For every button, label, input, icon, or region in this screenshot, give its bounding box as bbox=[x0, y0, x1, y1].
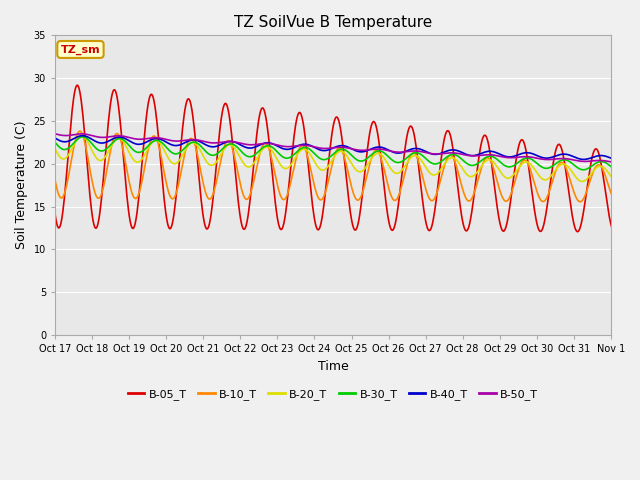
B-20_T bbox=[122, 142, 129, 148]
B-30_T bbox=[51, 140, 59, 145]
B-05_T bbox=[413, 155, 421, 161]
Line: B-05_T: B-05_T bbox=[55, 85, 640, 232]
B-30_T bbox=[230, 142, 238, 148]
B-40_T bbox=[260, 141, 268, 146]
B-30_T bbox=[447, 152, 454, 158]
B-20_T bbox=[413, 154, 421, 159]
B-50_T bbox=[230, 139, 237, 144]
B-10_T bbox=[447, 152, 454, 158]
B-50_T bbox=[51, 131, 59, 137]
B-40_T bbox=[78, 133, 86, 139]
B-50_T bbox=[446, 150, 454, 156]
B-10_T bbox=[230, 153, 238, 159]
B-05_T bbox=[230, 160, 238, 166]
B-10_T bbox=[413, 156, 421, 162]
B-40_T bbox=[51, 135, 59, 141]
B-10_T bbox=[76, 128, 84, 134]
B-20_T bbox=[230, 145, 238, 151]
X-axis label: Time: Time bbox=[317, 360, 348, 372]
Legend: B-05_T, B-10_T, B-20_T, B-30_T, B-40_T, B-50_T: B-05_T, B-10_T, B-20_T, B-30_T, B-40_T, … bbox=[124, 384, 543, 404]
B-30_T bbox=[122, 139, 129, 144]
B-50_T bbox=[121, 133, 129, 139]
Line: B-20_T: B-20_T bbox=[55, 136, 640, 183]
B-40_T bbox=[617, 158, 625, 164]
B-50_T bbox=[282, 144, 289, 149]
B-05_T bbox=[51, 211, 59, 217]
B-40_T bbox=[122, 136, 129, 142]
B-20_T bbox=[282, 166, 290, 171]
B-50_T bbox=[413, 148, 420, 154]
B-40_T bbox=[230, 139, 238, 145]
Y-axis label: Soil Temperature (C): Soil Temperature (C) bbox=[15, 121, 28, 250]
B-20_T bbox=[616, 180, 623, 186]
B-10_T bbox=[613, 199, 621, 205]
B-05_T bbox=[74, 83, 81, 88]
B-05_T bbox=[447, 134, 454, 140]
B-20_T bbox=[447, 155, 454, 161]
B-50_T bbox=[259, 141, 267, 146]
B-05_T bbox=[282, 206, 290, 212]
B-10_T bbox=[282, 194, 290, 200]
B-10_T bbox=[122, 159, 129, 165]
B-05_T bbox=[260, 107, 268, 112]
Line: B-40_T: B-40_T bbox=[55, 136, 640, 161]
Line: B-50_T: B-50_T bbox=[55, 134, 640, 164]
B-40_T bbox=[282, 146, 290, 152]
Line: B-10_T: B-10_T bbox=[55, 131, 640, 202]
Text: TZ_sm: TZ_sm bbox=[61, 44, 100, 55]
B-20_T bbox=[260, 145, 268, 151]
Line: B-30_T: B-30_T bbox=[55, 137, 640, 171]
B-20_T bbox=[77, 133, 85, 139]
B-30_T bbox=[79, 134, 87, 140]
Title: TZ SoilVue B Temperature: TZ SoilVue B Temperature bbox=[234, 15, 432, 30]
B-30_T bbox=[413, 150, 421, 156]
B-05_T bbox=[611, 229, 618, 235]
B-30_T bbox=[616, 168, 624, 174]
B-10_T bbox=[51, 177, 59, 183]
B-30_T bbox=[282, 156, 290, 161]
B-40_T bbox=[447, 147, 454, 153]
B-20_T bbox=[51, 146, 59, 152]
B-40_T bbox=[413, 146, 421, 152]
B-30_T bbox=[260, 144, 268, 150]
B-05_T bbox=[122, 178, 129, 183]
B-10_T bbox=[260, 141, 268, 147]
